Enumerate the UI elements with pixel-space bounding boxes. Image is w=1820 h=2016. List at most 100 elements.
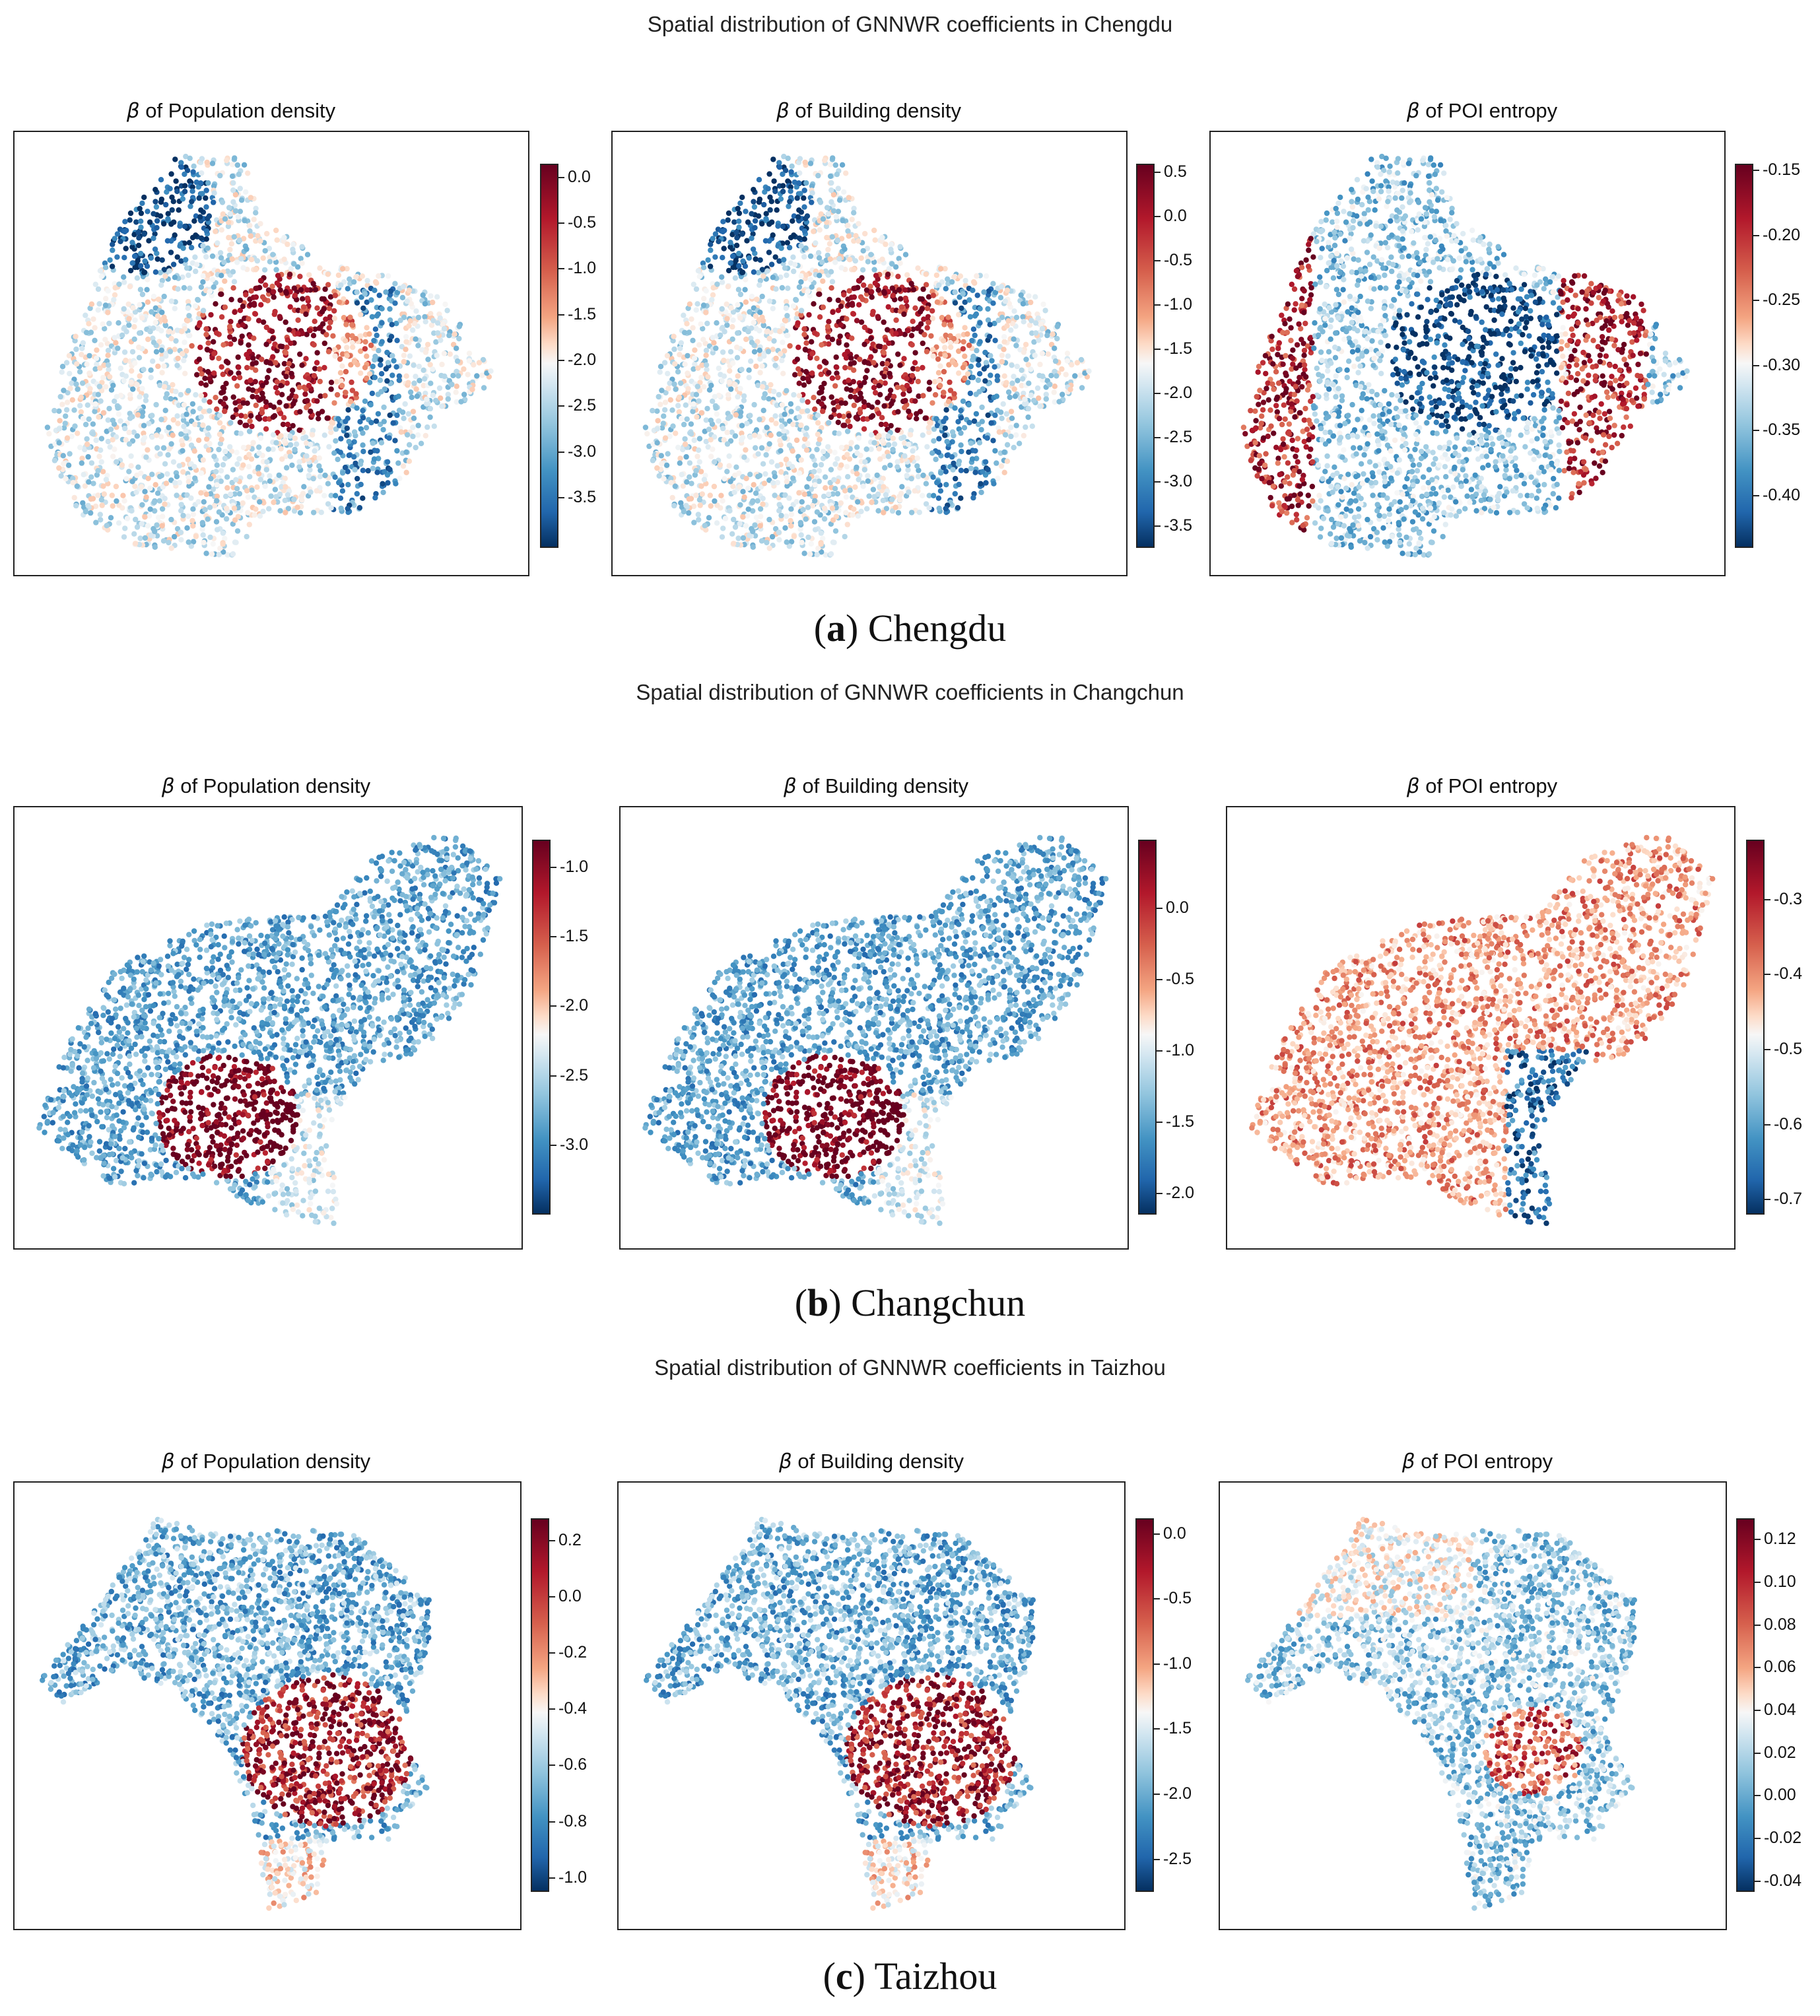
data-point (838, 303, 844, 310)
data-point (234, 486, 240, 492)
data-point (220, 541, 226, 547)
data-point (118, 418, 123, 424)
data-point (273, 440, 279, 446)
data-point (180, 469, 186, 475)
data-point (872, 280, 878, 286)
data-point (151, 235, 156, 242)
data-point (880, 432, 886, 438)
data-point (230, 187, 236, 193)
data-point (345, 482, 351, 488)
data-point (843, 494, 850, 500)
data-point (840, 413, 846, 419)
data-point (1023, 341, 1029, 348)
data-point (403, 373, 409, 379)
data-point (803, 516, 809, 522)
data-point (757, 277, 764, 284)
data-point (343, 389, 349, 395)
data-point (1019, 382, 1025, 389)
data-point (686, 329, 692, 335)
data-point (182, 223, 188, 230)
data-point (798, 279, 804, 285)
data-point (118, 365, 123, 372)
data-point (114, 393, 119, 400)
data-point (135, 257, 141, 263)
data-point (184, 265, 190, 271)
data-point (780, 188, 786, 195)
data-point (255, 415, 261, 420)
data-point (809, 183, 815, 189)
data-point (378, 357, 384, 363)
data-point (865, 478, 871, 484)
data-point (250, 355, 256, 361)
data-point (226, 234, 232, 241)
data-point (282, 497, 288, 504)
data-point (297, 510, 304, 516)
data-point (246, 386, 252, 392)
data-point (376, 347, 382, 354)
data-point (868, 446, 874, 452)
data-point (764, 328, 770, 334)
data-point (726, 463, 732, 469)
data-point (368, 342, 374, 349)
data-point (989, 358, 995, 364)
data-point (872, 237, 878, 243)
data-point (825, 211, 831, 217)
data-point (73, 381, 79, 387)
data-point (1013, 432, 1019, 438)
data-point (299, 244, 305, 250)
data-point (824, 205, 830, 211)
data-point (310, 475, 316, 482)
data-point (672, 361, 678, 367)
data-point (352, 467, 358, 473)
data-point (126, 429, 132, 436)
data-point (1043, 396, 1049, 402)
data-point (207, 376, 213, 382)
data-point (314, 488, 320, 494)
data-point (828, 180, 834, 186)
data-point (881, 350, 887, 356)
data-point (1047, 382, 1053, 387)
data-point (369, 314, 376, 320)
data-point (702, 428, 708, 434)
data-point (310, 427, 316, 434)
data-point (990, 281, 996, 286)
data-point (726, 453, 732, 459)
data-point (424, 341, 431, 348)
data-point (838, 500, 844, 506)
data-point (740, 535, 747, 541)
data-point (712, 231, 719, 237)
data-point (114, 254, 120, 260)
data-point (180, 245, 186, 252)
data-point (226, 205, 232, 211)
data-point (683, 454, 689, 460)
data-point (372, 494, 378, 501)
data-point (230, 199, 236, 205)
data-point (764, 424, 770, 430)
data-point (137, 286, 144, 292)
data-point (743, 475, 749, 481)
data-point (454, 345, 459, 351)
data-point (969, 337, 975, 344)
colorbar-tick-mark (558, 405, 564, 407)
data-point (362, 339, 368, 345)
data-point (757, 506, 764, 512)
data-point (77, 369, 83, 375)
data-point (156, 339, 162, 345)
data-point (818, 541, 824, 547)
data-point (259, 410, 265, 416)
data-point (828, 394, 834, 400)
data-point (323, 316, 329, 322)
data-point (360, 495, 366, 501)
data-point (228, 319, 234, 325)
data-point (251, 217, 257, 222)
data-point (103, 296, 109, 302)
data-point (384, 459, 391, 465)
data-point (914, 366, 921, 372)
data-point (385, 273, 391, 279)
data-point (383, 289, 389, 295)
data-point (220, 401, 226, 407)
data-point (833, 354, 839, 360)
data-point (128, 453, 134, 459)
data-point (105, 347, 112, 354)
data-point (712, 393, 718, 400)
